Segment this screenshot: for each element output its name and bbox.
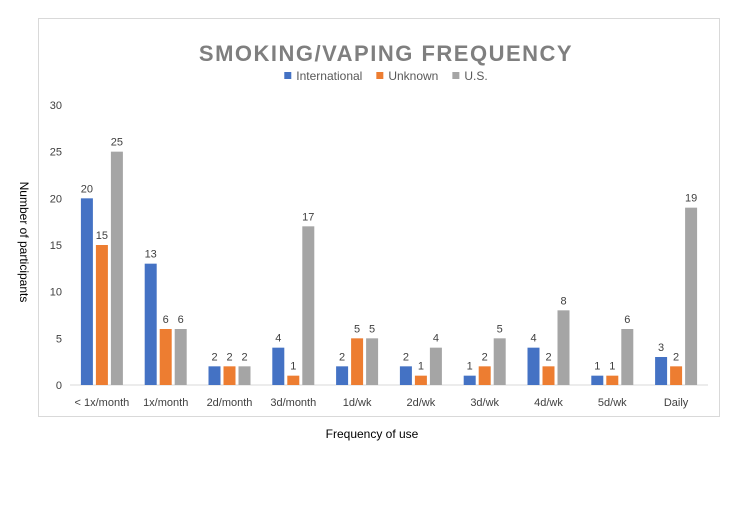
legend-label: Unknown — [388, 69, 438, 83]
y-tick-label: 20 — [50, 193, 62, 205]
x-category-label: 4d/wk — [534, 397, 563, 409]
legend-swatch — [452, 72, 460, 79]
y-axis-label: Number of participants — [17, 182, 31, 303]
x-category-label: 3d/month — [270, 397, 316, 409]
data-label: 4 — [275, 333, 281, 345]
data-label: 19 — [685, 193, 697, 205]
bar-u-s-0 — [110, 151, 123, 385]
bar-unknown-5 — [414, 375, 427, 385]
data-label: 6 — [624, 314, 630, 326]
data-label: 2 — [226, 351, 232, 363]
bar-u-s-7 — [557, 310, 570, 385]
bar-unknown-3 — [287, 375, 300, 385]
bar-u-s-5 — [429, 347, 442, 385]
bar-international-0 — [80, 198, 93, 385]
data-label: 1 — [467, 361, 473, 373]
x-category-label: 1d/wk — [343, 397, 372, 409]
bar-international-7 — [527, 347, 540, 385]
data-label: 1 — [594, 361, 600, 373]
x-axis: < 1x/month 1x/month 2d/month 3d/month 1d/wk 2… — [75, 397, 689, 409]
bar-international-8 — [591, 375, 604, 385]
bar-unknown-7 — [542, 366, 555, 385]
data-label: 4 — [530, 333, 536, 345]
legend-label: International — [296, 69, 362, 83]
bar-international-3 — [272, 347, 285, 385]
bar-u-s-1 — [174, 329, 187, 385]
data-label: 13 — [145, 249, 157, 261]
data-label: 15 — [96, 230, 108, 242]
bar-unknown-0 — [95, 245, 108, 385]
data-label: 6 — [178, 314, 184, 326]
data-label: 4 — [433, 333, 439, 345]
x-category-label: < 1x/month — [75, 397, 130, 409]
legend-label: U.S. — [464, 69, 487, 83]
bar-international-6 — [463, 375, 476, 385]
x-axis-label: Frequency of use — [326, 427, 419, 441]
data-label: 2 — [241, 351, 247, 363]
data-label: 3 — [658, 342, 664, 354]
legend: International Unknown U.S. — [284, 69, 488, 83]
bar-international-4 — [336, 366, 349, 385]
data-label: 17 — [302, 211, 314, 223]
bar-international-9 — [655, 357, 668, 385]
chart-frame — [38, 18, 720, 417]
y-tick-label: 25 — [50, 147, 62, 159]
data-label: 1 — [290, 361, 296, 373]
bar-unknown-2 — [223, 366, 236, 385]
data-label: 2 — [211, 351, 217, 363]
bar-unknown-6 — [478, 366, 491, 385]
y-tick-label: 15 — [50, 240, 62, 252]
bar-u-s-8 — [621, 329, 634, 385]
data-label: 20 — [81, 183, 93, 195]
data-label: 2 — [482, 351, 488, 363]
data-label: 6 — [163, 314, 169, 326]
bar-u-s-6 — [493, 338, 506, 385]
x-category-label: 2d/wk — [407, 397, 436, 409]
legend-swatch — [284, 72, 292, 79]
legend-swatch — [376, 72, 384, 79]
bar-unknown-9 — [670, 366, 683, 385]
y-axis: 0 5 10 15 20 25 30 — [50, 100, 62, 392]
y-tick-label: 0 — [56, 380, 62, 392]
data-label: 2 — [403, 351, 409, 363]
bar-u-s-2 — [238, 366, 251, 385]
x-category-label: 1x/month — [143, 397, 188, 409]
data-label: 2 — [545, 351, 551, 363]
x-category-label: Daily — [664, 397, 689, 409]
y-tick-label: 30 — [50, 100, 62, 112]
data-label: 1 — [609, 361, 615, 373]
bar-u-s-9 — [685, 207, 698, 385]
y-tick-label: 5 — [56, 333, 62, 345]
data-label: 1 — [418, 361, 424, 373]
bar-u-s-3 — [302, 226, 315, 385]
data-label: 5 — [369, 323, 375, 335]
x-category-label: 3d/wk — [470, 397, 499, 409]
bar-unknown-1 — [159, 329, 172, 385]
data-label: 5 — [497, 323, 503, 335]
bar-u-s-4 — [366, 338, 379, 385]
y-tick-label: 10 — [50, 287, 62, 299]
data-label: 5 — [354, 323, 360, 335]
bar-unknown-4 — [351, 338, 364, 385]
data-label: 2 — [339, 351, 345, 363]
bar-international-1 — [144, 263, 157, 385]
data-label: 25 — [111, 137, 123, 149]
chart-title: SMOKING/VAPING FREQUENCY — [199, 41, 573, 66]
bar-unknown-8 — [606, 375, 619, 385]
bar-international-5 — [399, 366, 412, 385]
data-label: 2 — [673, 351, 679, 363]
x-category-label: 5d/wk — [598, 397, 627, 409]
data-label: 8 — [560, 295, 566, 307]
x-category-label: 2d/month — [207, 397, 253, 409]
bar-international-2 — [208, 366, 221, 385]
